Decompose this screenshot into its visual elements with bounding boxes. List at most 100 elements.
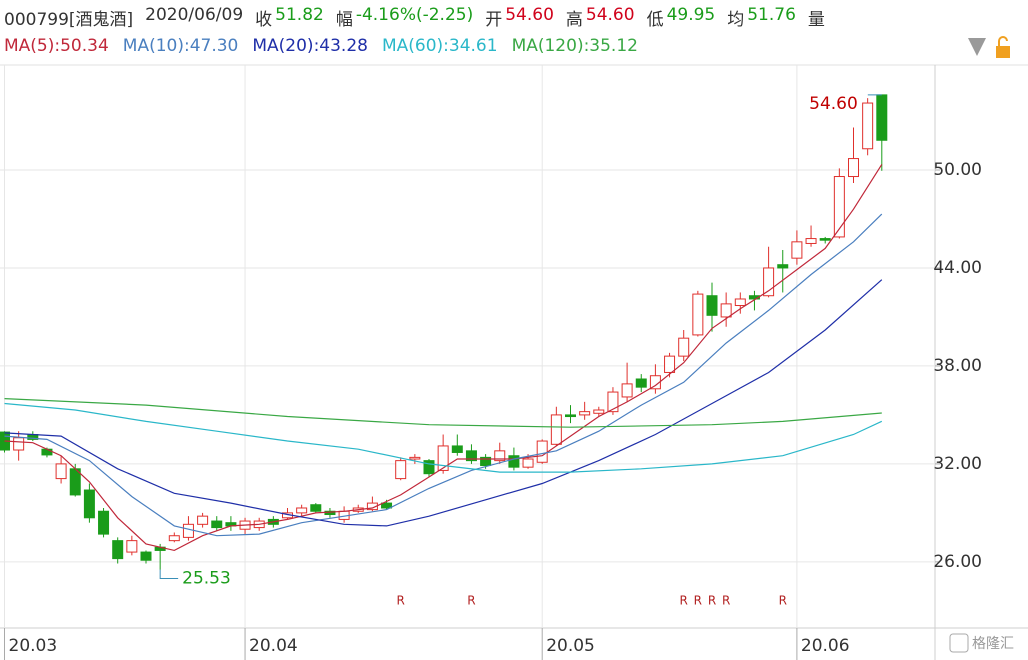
x-tick-label: 20.03 — [9, 636, 58, 656]
quote-value: 51.76 — [747, 5, 796, 25]
quote-label: 量 — [807, 10, 825, 30]
candle-body — [211, 520, 223, 529]
signal-marker: R — [722, 594, 730, 608]
quote-header: 000799[酒鬼酒] 2020/06/09 收 51.82 幅 -4.16%(-2.… — [4, 5, 825, 30]
candle-body — [607, 391, 619, 413]
legend-entry: MA(120):35.12 — [511, 36, 638, 56]
candle-body — [112, 540, 124, 560]
stock-title: 000799[酒鬼酒] — [4, 10, 134, 30]
candle-body — [678, 337, 690, 357]
x-tick-label: 20.06 — [801, 636, 850, 656]
candle-body — [494, 450, 506, 462]
candle-body — [423, 460, 435, 475]
signal-marker: R — [694, 594, 702, 608]
candle-body — [98, 510, 110, 535]
quote-item: 均 51.76 — [727, 5, 796, 30]
candle-body — [734, 298, 746, 307]
legend-entry: MA(20):43.28 — [252, 36, 368, 56]
quote-value: 51.82 — [275, 5, 324, 25]
candle-body — [381, 502, 393, 509]
ma-line — [4, 164, 883, 552]
candle-body — [168, 535, 180, 542]
candle-body — [664, 355, 676, 373]
legend-entry: MA(5):50.34 — [4, 36, 109, 56]
candle-body — [862, 102, 874, 150]
candle-body — [819, 238, 831, 241]
candle-body — [409, 456, 421, 460]
candle-body — [126, 540, 138, 553]
candle-body — [706, 295, 718, 316]
y-tick-label: 44.00 — [933, 258, 982, 278]
x-tick-label: 20.05 — [546, 636, 595, 656]
candle-body — [437, 445, 449, 471]
quote-label: 低 — [646, 10, 664, 30]
y-tick-label: 50.00 — [933, 160, 982, 180]
y-tick-label: 26.00 — [933, 552, 982, 572]
candle-body — [55, 463, 67, 480]
signal-marker: R — [397, 594, 405, 608]
candle-body — [522, 458, 534, 468]
y-tick-label: 32.00 — [933, 454, 982, 474]
candle-body — [536, 440, 548, 463]
annotation-label: 25.53 — [182, 569, 231, 589]
signal-marker: R — [779, 594, 787, 608]
candle-body — [692, 293, 704, 336]
quote-label: 幅 — [335, 10, 353, 30]
candle-body — [777, 264, 789, 269]
candle-body — [366, 502, 378, 511]
quote-label: 均 — [727, 10, 745, 30]
candle-body — [805, 238, 817, 244]
quote-item: 开 54.60 — [485, 5, 554, 30]
quote-item: 高 54.60 — [566, 5, 635, 30]
candle-body — [720, 303, 732, 318]
candle-body — [550, 414, 562, 445]
candle-body — [480, 456, 492, 467]
candle-body — [593, 409, 605, 414]
candle-body — [635, 378, 647, 388]
legend-entry: MA(60):34.61 — [381, 36, 498, 56]
candle-body — [296, 507, 308, 514]
ma-line — [4, 398, 882, 428]
x-tick-label: 20.04 — [249, 636, 298, 656]
ma-line — [4, 213, 883, 537]
annotation-label: 54.60 — [809, 94, 858, 114]
signal-marker: R — [680, 594, 688, 608]
quote-value: -4.16%(-2.25) — [355, 5, 474, 25]
candle-body — [621, 383, 633, 398]
lock-icon[interactable] — [996, 46, 1010, 58]
quote-label: 收 — [255, 10, 273, 30]
candle-body — [465, 450, 477, 462]
signal-marker: R — [708, 594, 716, 608]
quote-item: 幅 -4.16%(-2.25) — [336, 5, 473, 30]
ma-line — [4, 279, 883, 527]
watermark: 格隆汇 — [972, 636, 1014, 652]
candle-body — [395, 460, 407, 480]
candle-body — [791, 241, 803, 259]
annotation-arrow — [159, 569, 179, 580]
candle-body — [848, 158, 859, 178]
candle-body — [41, 448, 53, 456]
candle-body — [13, 437, 25, 451]
signal-marker: R — [467, 594, 475, 608]
candle-body — [197, 515, 209, 525]
quote-item: 量 — [808, 5, 825, 30]
legend: MA(5):50.34 MA(10):47.30 MA(20):43.28 MA(60… — [4, 36, 638, 56]
dropdown-icon[interactable] — [968, 38, 986, 56]
legend-entry: MA(10):47.30 — [122, 36, 239, 56]
quote-label: 开 — [485, 10, 503, 30]
candle-body — [182, 523, 194, 538]
candle-body — [565, 414, 576, 418]
quote-value: 54.60 — [505, 5, 554, 25]
y-tick-label: 38.00 — [933, 356, 982, 376]
candle-body — [451, 445, 463, 453]
candle-body — [833, 176, 845, 238]
candle-body — [83, 489, 95, 519]
candle-body — [310, 504, 322, 512]
quote-date: 2020/06/09 — [145, 5, 244, 25]
quote-label: 高 — [565, 10, 583, 30]
candle-body — [140, 551, 152, 561]
candle-body — [508, 455, 520, 468]
candle-body — [748, 295, 760, 300]
